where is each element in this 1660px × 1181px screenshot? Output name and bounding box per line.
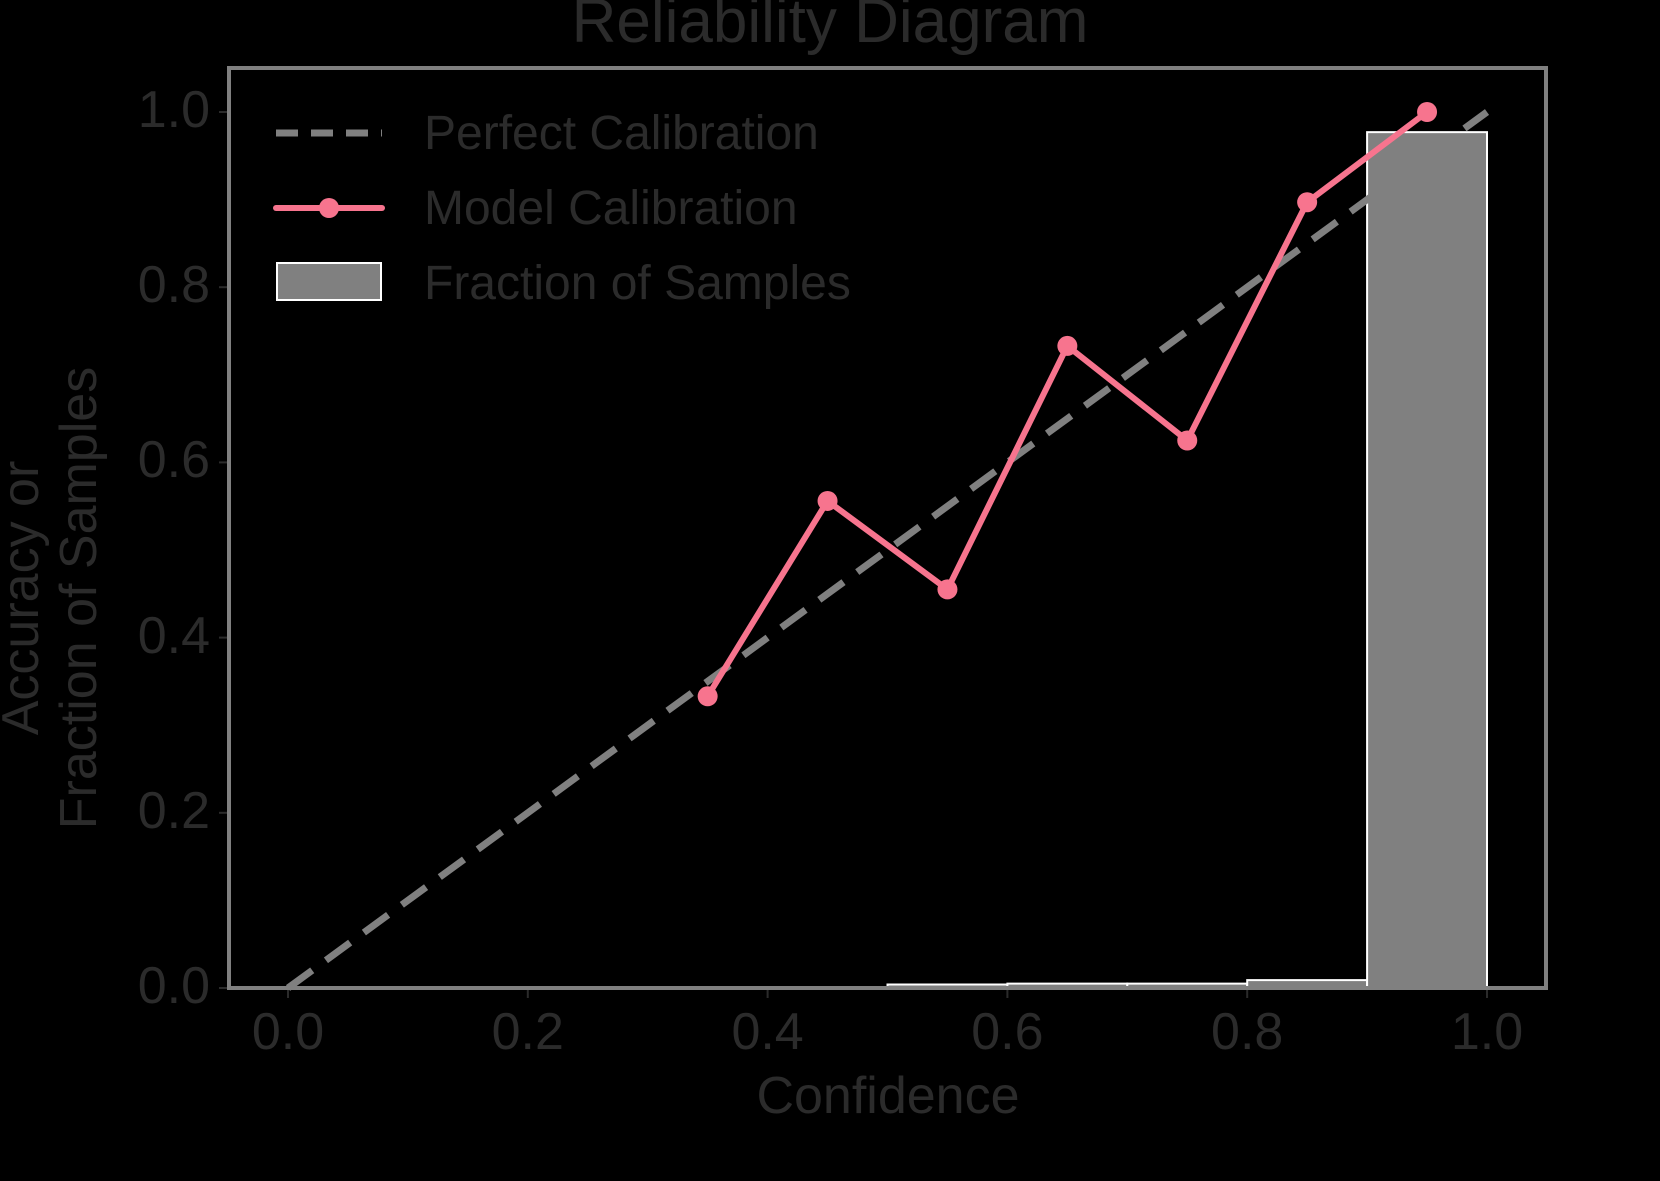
y-tick-label: 0.4 (137, 606, 210, 665)
data-point-marker (1297, 192, 1318, 213)
x-tick-label: 0.6 (971, 1003, 1044, 1061)
y-tick-marks (219, 111, 227, 989)
y-tick-label: 0.8 (137, 256, 210, 315)
data-point-marker (937, 579, 958, 600)
bar (1366, 131, 1488, 989)
x-tick-label: 0.0 (251, 1003, 325, 1061)
x-tick-label: 1.0 (1450, 1003, 1524, 1061)
x-axis-label: Confidence (756, 1067, 1020, 1125)
legend-label-perfect: Perfect Calibration (424, 107, 819, 160)
x-tick-label: 0.4 (731, 1003, 804, 1061)
data-point-marker (817, 490, 838, 511)
fraction-of-samples-bars (646, 131, 1488, 990)
y-tick-label: 0.2 (137, 781, 210, 840)
chart-title: Reliability Diagram (571, 0, 1089, 56)
legend-bars-icon (276, 262, 382, 301)
legend-label-model: Model Calibration (424, 182, 798, 235)
legend-model-marker-icon (319, 198, 339, 218)
model-calibration-line (705, 109, 1429, 698)
y-axis-label-line-1: Accuracy or (0, 460, 50, 736)
y-tick-label: 0.6 (137, 431, 210, 490)
y-tick-label: 1.0 (137, 81, 210, 139)
x-tick-label: 0.8 (1211, 1003, 1284, 1061)
legend (273, 129, 385, 301)
perfect-calibration-line (285, 109, 1490, 991)
data-point-marker (1177, 430, 1198, 451)
legend-label-fraction: Fraction of Samples (424, 257, 851, 310)
model-calibration-markers (697, 102, 1438, 707)
x-tick-marks (287, 990, 1488, 998)
y-axis-label-line-2: Fraction of Samples (50, 366, 108, 830)
y-axis-label: Accuracy or Fraction of Samples (0, 288, 108, 908)
axes-frame (227, 66, 1548, 990)
y-tick-label: 0.0 (137, 957, 210, 1015)
data-point-marker (697, 686, 718, 707)
data-point-marker (1417, 102, 1438, 122)
x-tick-label: 0.2 (491, 1003, 564, 1061)
data-point-marker (1057, 335, 1078, 356)
